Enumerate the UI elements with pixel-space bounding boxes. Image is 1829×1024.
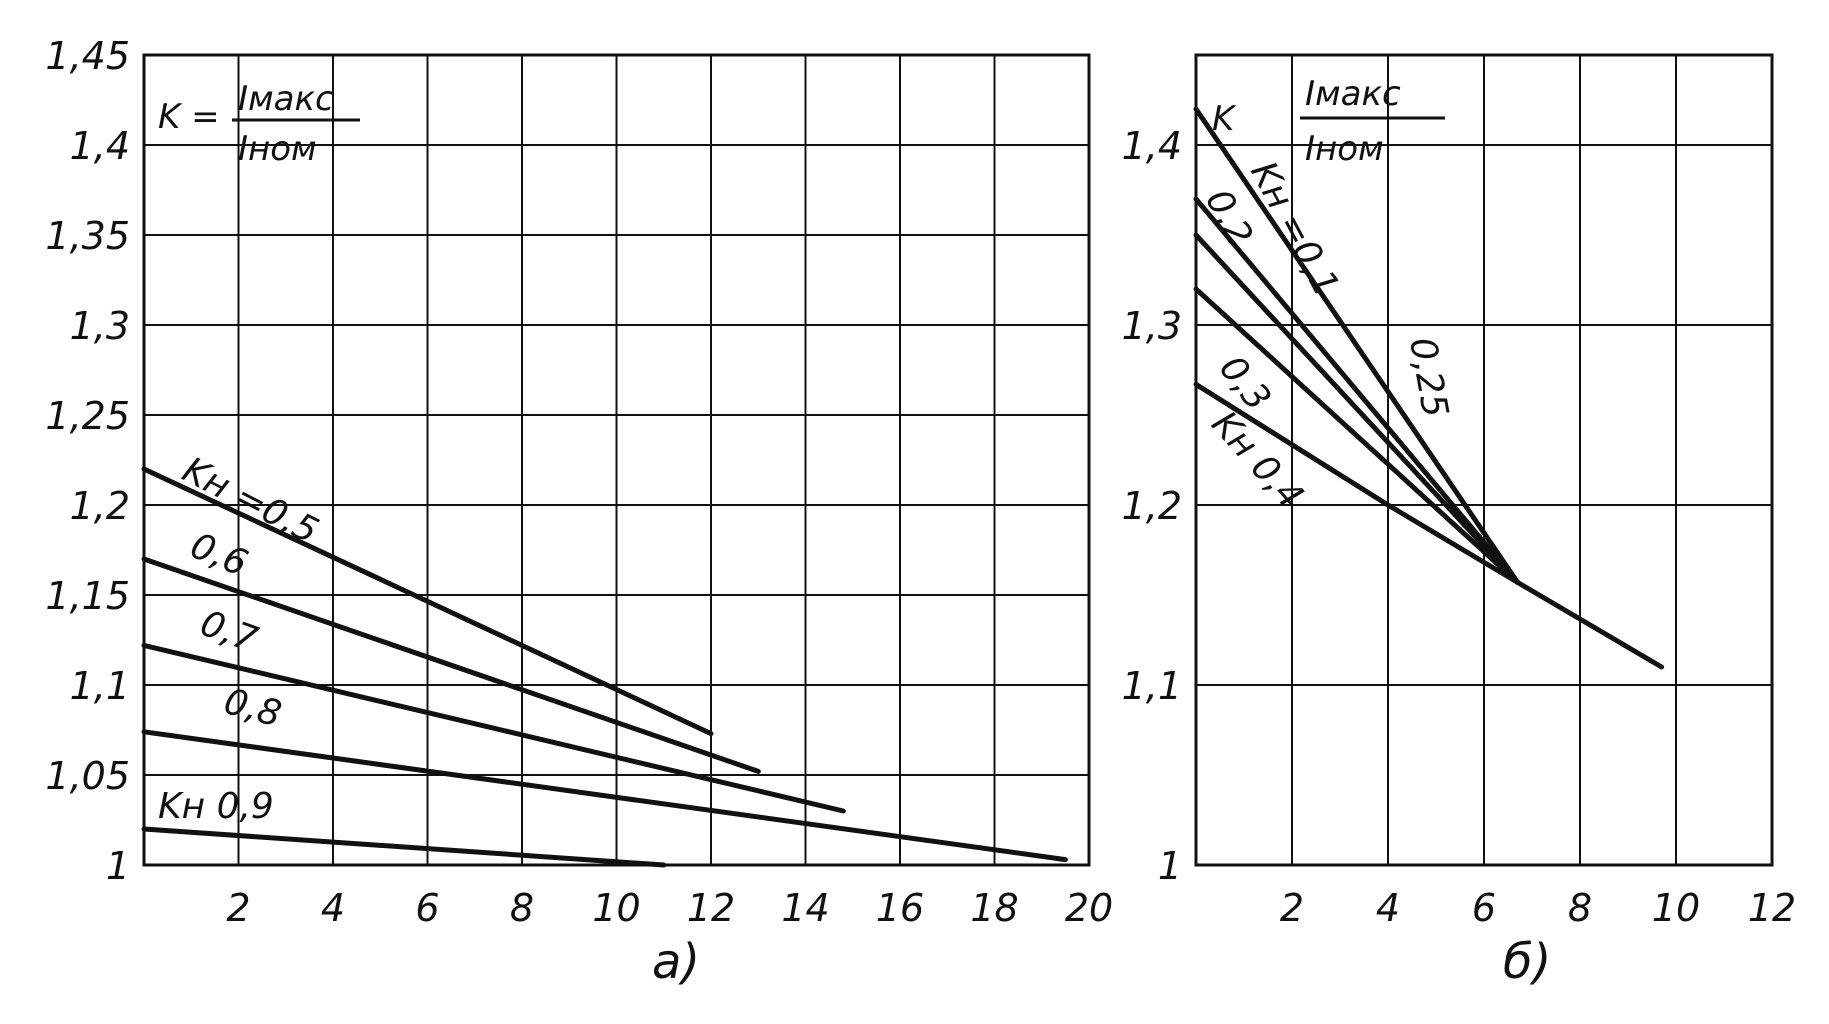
chart-a-x-tick-label: 10 <box>592 886 640 930</box>
chart-a-ylabel-denominator: Iном <box>238 129 317 169</box>
chart-b-x-tick-label: 8 <box>1568 886 1592 930</box>
chart-a-x-tick-label: 14 <box>781 886 829 930</box>
chart-b-series-line <box>1193 381 1521 585</box>
chart-b-caption: б) <box>1503 934 1551 990</box>
chart-b-ylabel-formula: K Iмакс Iном <box>1212 74 1445 169</box>
chart-a-ylabel-lhs: K = <box>158 97 220 137</box>
chart-a-plot-frame <box>142 53 1091 867</box>
chart-a-y-tick-label: 1,4 <box>70 124 130 168</box>
chart-b-series-line <box>1193 232 1521 585</box>
chart-b-plot-frame <box>1194 53 1774 867</box>
chart-a-y-tick-label: 1,1 <box>70 664 130 708</box>
chart-a-x-tick-label: 16 <box>876 886 924 930</box>
chart-a-x-tick-label: 8 <box>510 886 534 930</box>
chart-b-series-label-0.3: 0,3 <box>1211 348 1279 418</box>
chart-a-y-tick-label: 1,3 <box>70 304 130 348</box>
chart-a-y-tick-label: 1,25 <box>45 394 130 438</box>
chart-a-series-line <box>141 642 846 814</box>
chart-a-series-label-0.7: 0,7 <box>195 603 263 661</box>
chart-a-y-tick-label: 1,35 <box>45 214 130 258</box>
chart-b-series-line <box>1193 196 1521 585</box>
chart-b-x-tick-label: 2 <box>1280 886 1304 930</box>
chart-a-x-tick-label: 6 <box>415 886 439 930</box>
chart-a-series-line <box>141 556 761 774</box>
chart-b-x-tick-label: 4 <box>1376 886 1400 930</box>
chart-a-series-label-0.8: 0,8 <box>220 681 286 735</box>
chart-a-y-tick-label: 1,45 <box>45 34 130 78</box>
chart-a-caption: а) <box>652 934 700 990</box>
chart-b-y-tick-label: 1,1 <box>1122 664 1182 708</box>
chart-b-ylabel-lhs: K <box>1212 99 1237 139</box>
chart-a-y-tick-label: 1,15 <box>45 574 130 618</box>
chart-a-y-tick-label: 1,05 <box>45 754 130 798</box>
chart-a-series-label-0.9: Kн 0,9 <box>158 786 274 827</box>
chart-b-series-line <box>1193 106 1521 585</box>
chart-a-x-tick-label: 2 <box>226 886 250 930</box>
chart-b-x-tick-label: 6 <box>1472 886 1496 930</box>
chart-a-x-tick-label: 12 <box>687 886 735 930</box>
chart-a-x-tick-label: 18 <box>970 886 1018 930</box>
chart-a-ylabel-formula: K = Iмакс Iном <box>158 79 360 169</box>
chart-a-series-line <box>141 826 667 868</box>
chart-a-x-tick-label: 20 <box>1065 886 1113 930</box>
chart-a-ylabel-numerator: Iмакс <box>238 79 334 119</box>
chart-a-x-tick-label: 4 <box>321 886 345 930</box>
chart-b-y-tick-label: 1,2 <box>1122 484 1182 528</box>
chart-b-series-line <box>1193 286 1521 585</box>
chart-panel-a: 1 1,05 1,1 1,15 1,2 1,25 1,3 1,35 1,4 1,45 2 4 6 8 10… <box>45 34 1113 990</box>
chart-b-ylabel-numerator: Iмакс <box>1305 74 1401 114</box>
chart-a-y-tick-label: 1,2 <box>70 484 130 528</box>
chart-b-y-tick-label: 1 <box>1158 844 1182 888</box>
chart-b-ylabel-denominator: Iном <box>1305 129 1384 169</box>
chart-b-y-tick-label: 1,4 <box>1122 124 1182 168</box>
chart-a-y-tick-label: 1 <box>106 844 130 888</box>
chart-b-x-tick-label: 10 <box>1652 886 1700 930</box>
chart-a-series-line <box>141 729 1068 863</box>
chart-b-x-tick-label: 12 <box>1748 886 1796 930</box>
chart-b-series-line <box>1515 579 1665 670</box>
chart-b-series-label-0.25: 0,25 <box>1401 334 1455 420</box>
chart-a-series-line <box>141 466 714 737</box>
chart-b-y-tick-label: 1,3 <box>1122 304 1182 348</box>
chart-panel-b: 11,11,21,31,4 2 4 6 8 10 12 K Iмакс Iном Kн =… <box>1122 53 1796 990</box>
